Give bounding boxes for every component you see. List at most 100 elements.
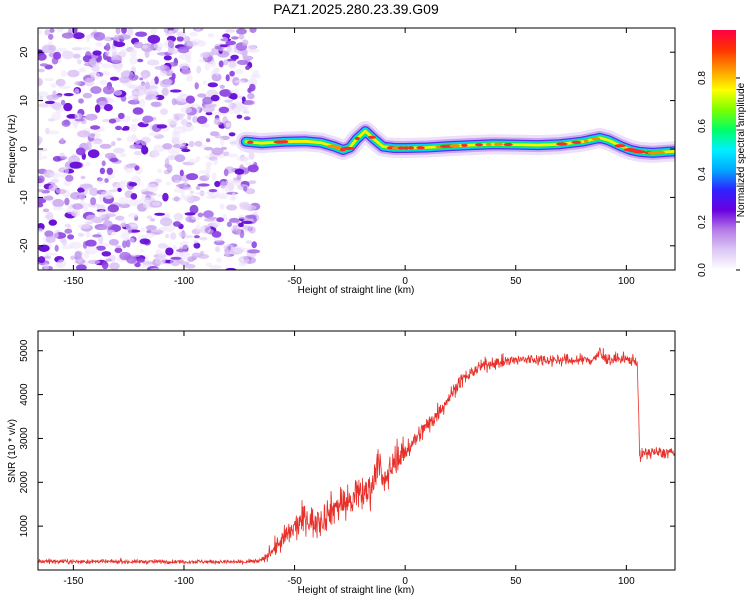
noise-blob <box>52 102 62 111</box>
noise-blob <box>180 191 185 200</box>
noise-blob <box>106 167 114 175</box>
noise-blob <box>211 172 217 181</box>
noise-blob <box>207 33 215 38</box>
noise-blob <box>118 180 130 185</box>
noise-blob <box>236 28 247 35</box>
noise-blob <box>179 261 190 266</box>
noise-blob <box>47 130 60 135</box>
noise-blob <box>122 240 127 249</box>
noise-blob <box>66 206 73 215</box>
noise-blob <box>38 175 45 183</box>
noise-blob <box>159 70 168 77</box>
noise-blob <box>142 73 148 80</box>
noise-blob <box>229 89 238 94</box>
noise-blob <box>203 146 214 151</box>
noise-blob <box>113 147 125 154</box>
noise-blob <box>189 190 194 195</box>
noise-blob <box>247 164 259 173</box>
noise-blob <box>128 182 138 187</box>
noise-blob <box>183 35 191 44</box>
noise-blob <box>229 217 240 223</box>
noise-blob <box>243 205 257 211</box>
noise-blob <box>213 159 219 166</box>
noise-blob <box>247 92 255 100</box>
snr-background <box>38 331 675 570</box>
noise-blob <box>51 111 61 121</box>
x-tick-label: 100 <box>618 576 635 587</box>
noise-blob <box>46 94 59 101</box>
noise-blob <box>105 96 112 101</box>
ridge-hotspot <box>633 150 646 154</box>
noise-blob <box>184 212 196 216</box>
noise-blob <box>204 62 210 71</box>
noise-blob <box>87 149 100 159</box>
noise-blob <box>116 137 122 141</box>
noise-blob <box>128 74 139 81</box>
noise-blob <box>180 251 191 260</box>
noise-blob <box>129 144 142 150</box>
noise-blob <box>205 173 210 179</box>
noise-blob <box>115 245 122 249</box>
colorbar-ticks: 0.0 0.2 0.4 0.6 0.8 <box>697 71 740 277</box>
noise-blob <box>197 212 204 218</box>
noise-blob <box>97 177 105 185</box>
noise-blob <box>145 81 150 90</box>
noise-blob <box>243 99 255 106</box>
noise-blob <box>44 100 56 105</box>
ridge-hotspot <box>461 143 468 147</box>
noise-blob <box>120 222 127 228</box>
noise-blob <box>38 256 46 264</box>
noise-blob <box>87 259 101 265</box>
noise-blob <box>83 250 90 260</box>
noise-blob <box>194 140 203 147</box>
noise-blob <box>145 225 157 231</box>
noise-blob <box>205 164 212 173</box>
noise-blob <box>104 178 109 183</box>
noise-blob <box>241 49 248 58</box>
noise-blob <box>132 107 144 115</box>
noise-blob <box>176 183 186 188</box>
noise-blob <box>108 239 119 246</box>
noise-blob <box>153 42 164 50</box>
noise-blob <box>64 166 69 175</box>
noise-blob <box>147 34 161 44</box>
noise-blob <box>211 73 222 82</box>
noise-blob <box>58 85 71 89</box>
noise-blob <box>136 178 142 187</box>
spectrogram-y-label: Frequency (Hz) <box>7 115 18 184</box>
colorbar-label: Normalized spectral amplitude <box>736 82 747 217</box>
noise-blob <box>95 42 103 47</box>
noise-blob <box>146 215 153 220</box>
noise-blob <box>163 39 175 48</box>
snr-x-ticks: -150 -100 -50 0 50 100 <box>63 331 635 587</box>
noise-blob <box>228 132 236 137</box>
spectrogram-x-ticks: -150 -100 -50 0 50 100 <box>63 28 635 287</box>
x-tick-label: -50 <box>287 276 302 287</box>
noise-blob <box>88 190 95 196</box>
chart-title: PAZ1.2025.280.23.39.G09 <box>273 1 439 17</box>
noise-blob <box>150 101 161 107</box>
noise-blob <box>209 264 222 270</box>
noise-blob <box>38 228 44 233</box>
noise-blob <box>165 181 172 186</box>
noise-blob <box>154 178 162 184</box>
noise-blob <box>49 28 55 33</box>
noise-blob <box>82 92 93 99</box>
noise-blob <box>154 65 166 70</box>
noise-blob <box>195 224 201 232</box>
snr-panel: -150 -100 -50 0 50 100 1000 2000 3000 4000 5000 H… <box>7 330 676 596</box>
noise-blob <box>109 76 120 81</box>
noise-blob <box>209 60 216 68</box>
noise-blob <box>105 51 110 57</box>
noise-blob <box>193 242 201 249</box>
noise-blob <box>194 82 199 90</box>
noise-blob <box>85 162 91 167</box>
noise-blob <box>230 54 239 60</box>
noise-blob <box>127 28 134 37</box>
x-tick-label: 100 <box>618 276 635 287</box>
noise-blob <box>105 192 114 200</box>
noise-blob <box>236 59 249 65</box>
noise-blob <box>115 63 122 73</box>
noise-blob <box>109 157 119 163</box>
snr-y-ticks: 1000 2000 3000 4000 5000 <box>19 339 675 537</box>
